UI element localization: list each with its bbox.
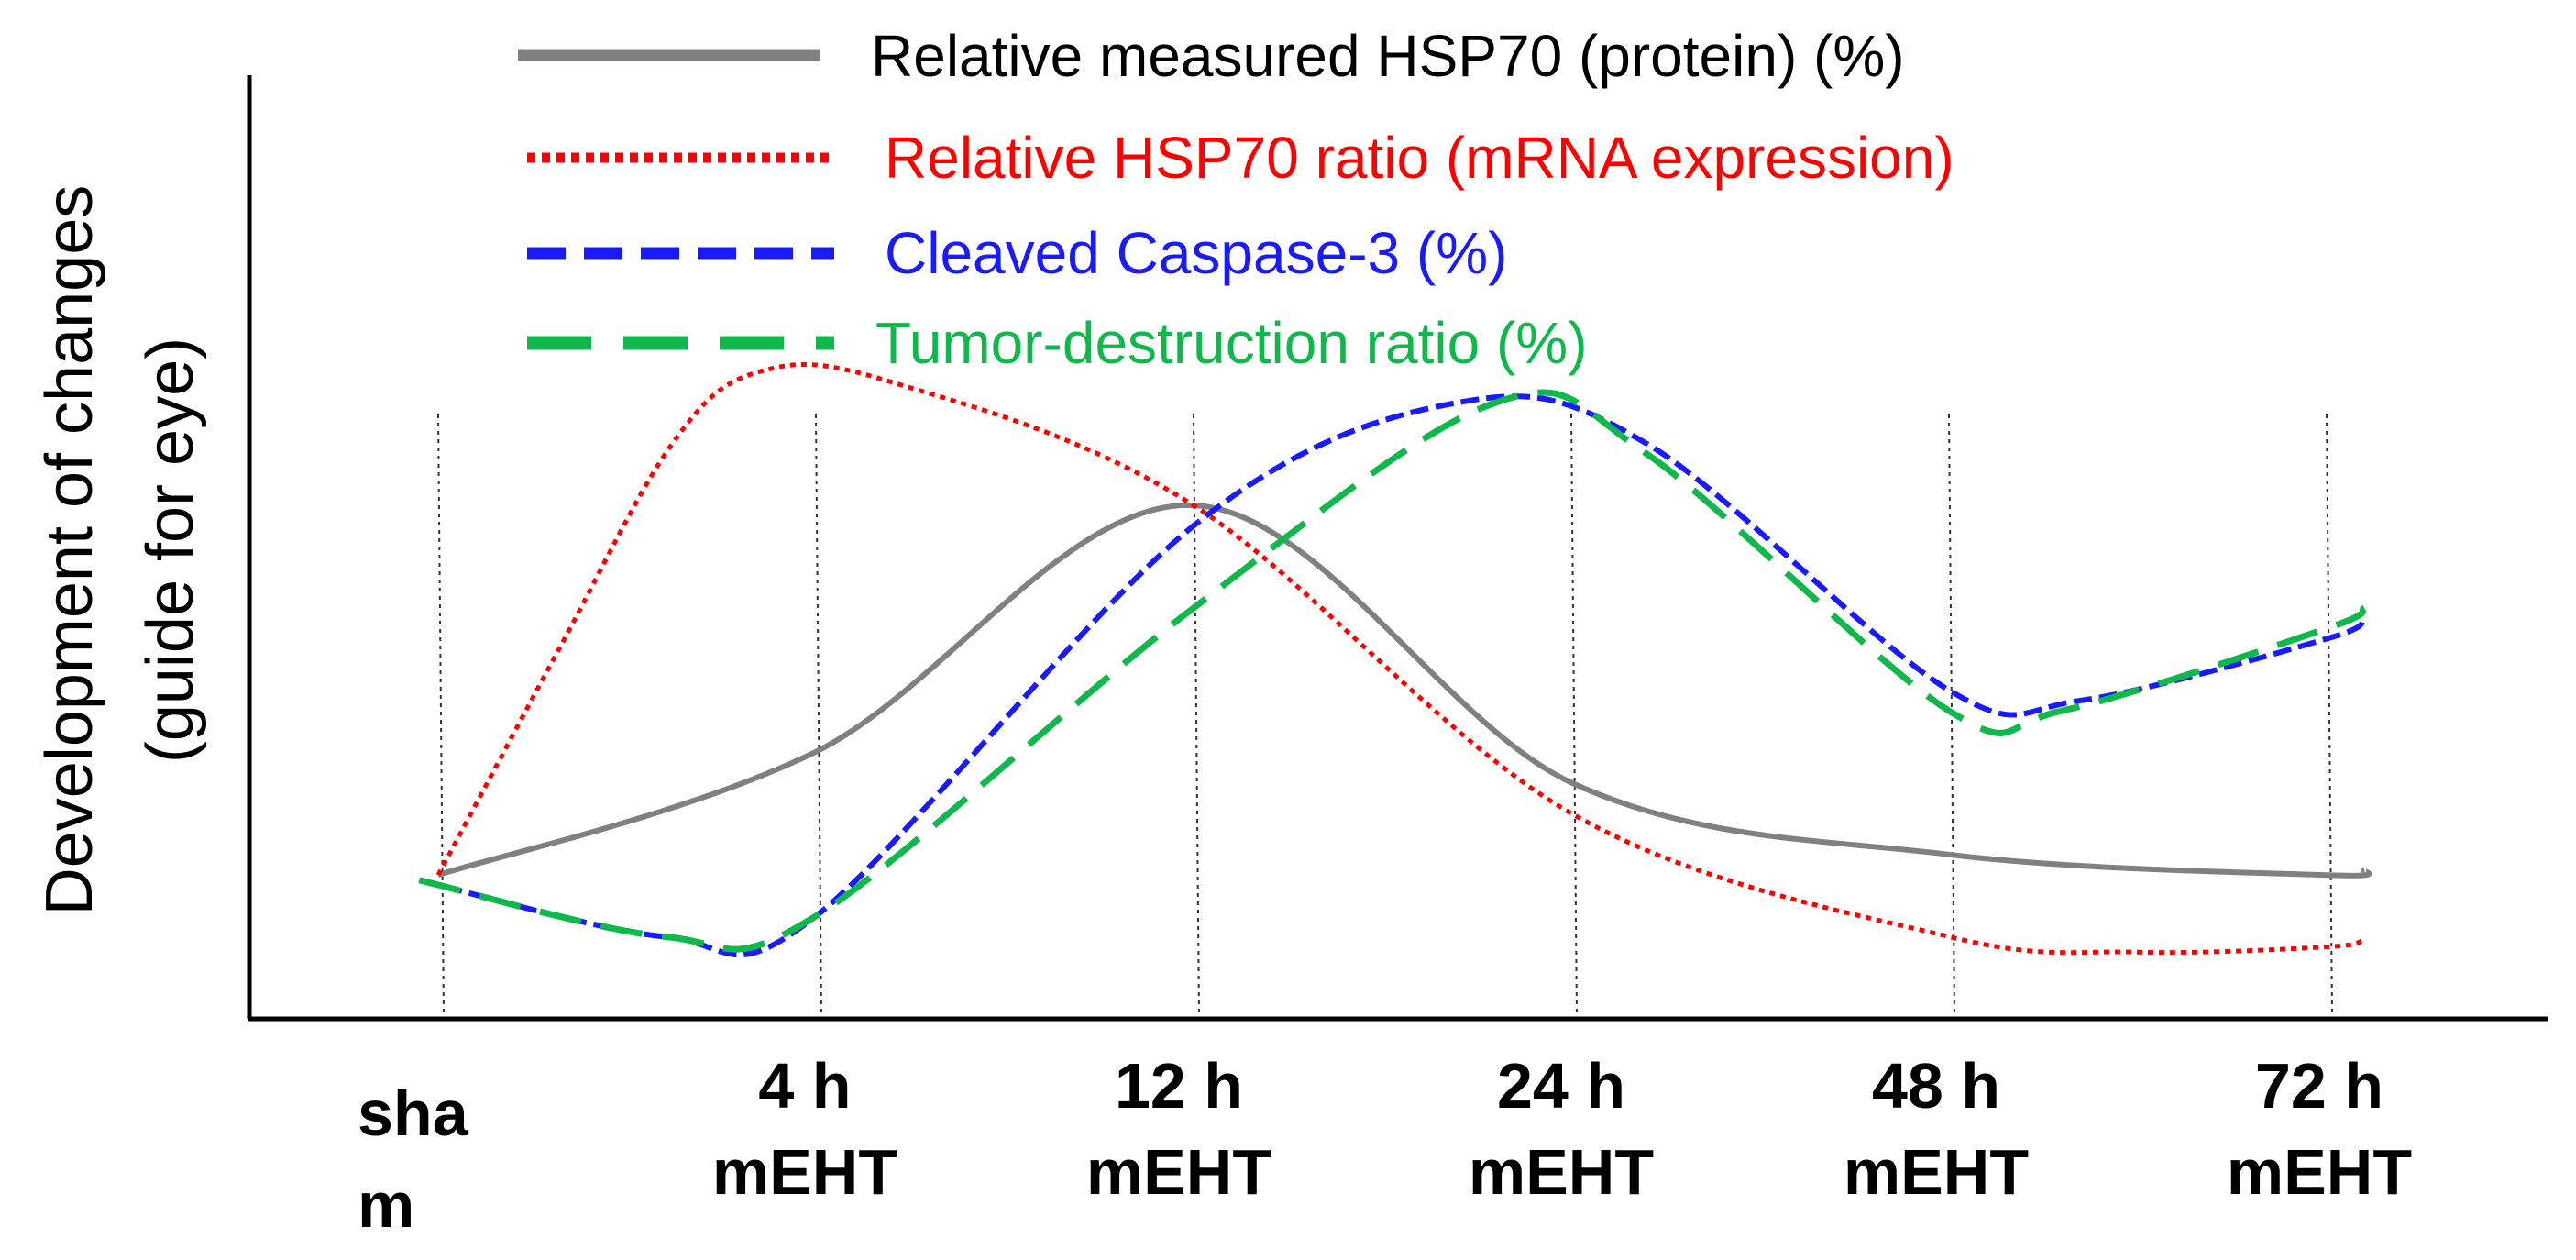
x-tick-label-4h-line-1: 4 h bbox=[758, 1050, 851, 1122]
x-tick-label-sham-line-2: m bbox=[358, 1169, 414, 1241]
x-tick-label-sham-line-1: sha bbox=[358, 1078, 469, 1149]
x-tick-label-48h: 48 h mEHT bbox=[1844, 1050, 2029, 1208]
x-tick-label-12h-line-1: 12 h bbox=[1115, 1050, 1243, 1122]
x-tick-label-4h-line-2: mEHT bbox=[712, 1136, 897, 1208]
y-axis-label: Development of changes (guide for eye) bbox=[33, 185, 207, 916]
x-tick-label-12h-line-2: mEHT bbox=[1086, 1136, 1271, 1208]
x-tick-label-72h-line-1: 72 h bbox=[2255, 1050, 2383, 1122]
legend: Relative measured HSP70 (protein) (%) Re… bbox=[518, 23, 1954, 376]
x-tick-label-sham: sha m bbox=[358, 1078, 469, 1241]
legend-entry-mrna: Relative HSP70 ratio (mRNA expression) bbox=[527, 125, 1954, 191]
gridline-2 bbox=[1193, 414, 1200, 1017]
gridline-3 bbox=[1570, 414, 1578, 1017]
series-tumor bbox=[418, 389, 2367, 953]
x-tick-label-48h-line-2: mEHT bbox=[1844, 1136, 2029, 1208]
x-tick-label-72h-line-2: mEHT bbox=[2227, 1136, 2412, 1208]
gridlines bbox=[437, 414, 2333, 1017]
series-caspase bbox=[418, 393, 2367, 958]
x-tick-label-24h-line-2: mEHT bbox=[1469, 1136, 1654, 1208]
legend-entry-tumor: Tumor-destruction ratio (%) bbox=[527, 310, 1588, 376]
series-protein bbox=[437, 502, 2372, 879]
legend-entry-caspase: Cleaved Caspase-3 (%) bbox=[527, 220, 1507, 286]
series bbox=[418, 361, 2372, 958]
x-tick-label-72h: 72 h mEHT bbox=[2227, 1050, 2412, 1208]
x-tick-label-4h: 4 h mEHT bbox=[712, 1050, 897, 1208]
legend-label-protein: Relative measured HSP70 (protein) (%) bbox=[871, 23, 1905, 89]
x-tick-label-48h-line-1: 48 h bbox=[1872, 1050, 2000, 1122]
x-tick-label-24h: 24 h mEHT bbox=[1469, 1050, 1654, 1208]
legend-label-caspase: Cleaved Caspase-3 (%) bbox=[885, 220, 1507, 286]
legend-entry-protein: Relative measured HSP70 (protein) (%) bbox=[518, 23, 1905, 89]
x-tick-label-12h: 12 h mEHT bbox=[1086, 1050, 1271, 1208]
x-tick-label-24h-line-1: 24 h bbox=[1497, 1050, 1625, 1122]
gridline-5 bbox=[2326, 414, 2333, 1017]
y-axis-label-line-2: (guide for eye) bbox=[134, 337, 207, 763]
legend-label-tumor: Tumor-destruction ratio (%) bbox=[875, 310, 1588, 376]
x-tick-labels: sha m 4 h mEHT 12 h mEHT 24 h mEHT 48 h … bbox=[358, 1050, 2412, 1241]
gridline-1 bbox=[815, 414, 822, 1017]
axes bbox=[247, 75, 2548, 1022]
y-axis-label-line-1: Development of changes bbox=[33, 185, 106, 916]
gridline-0 bbox=[437, 414, 445, 1017]
gridline-4 bbox=[1948, 414, 1955, 1017]
legend-label-mrna: Relative HSP70 ratio (mRNA expression) bbox=[885, 125, 1954, 191]
